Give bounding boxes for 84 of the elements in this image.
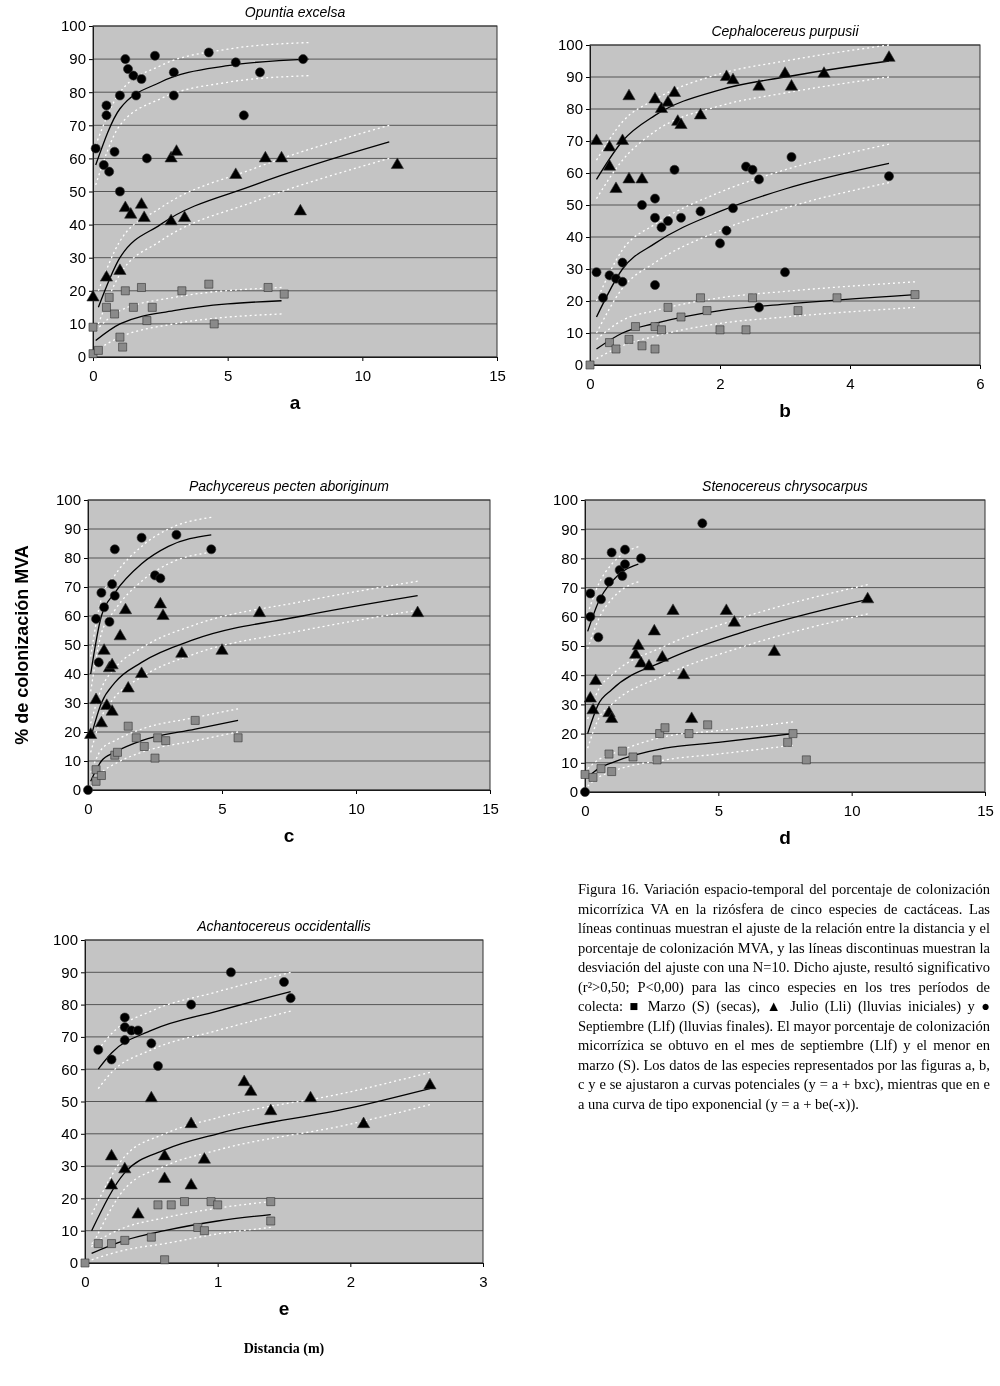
x-axis-title: b [779,400,791,421]
x-tick-label: 4 [846,374,855,392]
y-tick-label: 70 [566,132,583,150]
x-tick-label: 10 [354,366,372,384]
x-tick-label: 10 [843,801,861,819]
y-tick-label: 30 [69,249,86,266]
y-tick-label: 90 [561,520,578,538]
y-tick-label: 20 [561,724,578,742]
chart-title: Cephalocereus purpusii [711,23,860,39]
y-tick-label: 40 [61,1125,78,1143]
x-tick-label: 5 [218,799,227,817]
y-tick-label: 100 [60,17,86,35]
y-tick-label: 80 [561,549,578,567]
y-tick-label: 100 [557,36,583,54]
x-tick-label: 6 [976,374,985,392]
y-tick-label: 10 [61,1222,78,1239]
x-axis-title: d [779,827,791,848]
y-tick-label: 80 [566,100,583,118]
x-tick-label: 15 [977,801,994,819]
y-tick-label: 90 [61,963,78,981]
x-tick-label: 0 [586,374,595,392]
y-tick-label: 20 [69,282,86,300]
y-tick-label: 90 [64,520,81,538]
y-tick-label: 70 [64,578,81,596]
y-tick-label: 20 [64,723,81,741]
x-tick-label: 2 [716,374,725,392]
x-tick-label: 15 [489,366,506,384]
y-tick-label: 0 [72,781,81,799]
y-tick-label: 30 [61,1157,78,1175]
y-tick-label: 50 [561,637,578,655]
y-tick-label: 30 [561,695,578,713]
y-tick-label: 20 [61,1189,78,1207]
x-tick-label: 0 [89,366,98,384]
x-tick-label: 1 [213,1272,223,1290]
y-tick-label: 80 [64,549,81,567]
y-tick-label: 10 [64,752,81,770]
y-tick-label: 10 [561,754,578,772]
y-tick-label: 50 [566,196,583,214]
y-tick-label: 10 [566,324,583,342]
y-tick-label: 90 [69,50,86,68]
y-tick-label: 30 [64,694,81,712]
y-tick-label: 60 [561,608,578,626]
y-tick-label: 80 [69,83,86,101]
y-tick-label: 70 [61,1028,78,1046]
y-tick-label: 100 [52,931,78,949]
y-tick-label: 70 [69,116,86,134]
x-tick-label: 10 [348,799,365,817]
y-tick-label: 40 [64,665,81,683]
x-tick-label: 3 [479,1272,488,1290]
y-tick-label: 100 [552,491,578,509]
chart-title: Opuntia excelsa [244,4,346,20]
y-tick-label: 90 [566,68,583,86]
y-tick-label: 50 [64,636,81,654]
y-tick-label: 40 [69,215,86,233]
x-tick-label: 5 [714,801,724,819]
y-axis-title: % de colonización MVA [12,545,32,745]
y-tick-label: 20 [566,292,583,310]
text: Distancia (m) [243,1341,325,1357]
y-tick-label: 0 [77,348,86,366]
chart-title: Stenocereus chrysocarpus [702,478,868,494]
text: Figura 16. Variación espacio-temporal del porcentaje de colonización micorrízica VA en la rizósfera de cinco especies de cactáceas. Las líneas continuas muestran el ajuste de la relación entre la distancia y el porcentaje de colonización MVA, y las líneas discontinuas muestran la desviación del ajuste con una N=10. Dicho ajuste, resultó significativo (r²>0,50; P<0,00) para las cinco especies en los tres períodos de colecta: ■ Marzo (S) (secas), ▲ Julio (Lli) (lluvias iniciales) y ● Septiembre (Llf) (lluvias finales). El mayor porcentaje de colonización micorrízica se obtuvo en el mes de septiembre (Llf) y el menor en marzo (S). Los datos de las especies representados por las figuras a, b, c y e se ajustaron a curvas potenciales (y = a + bxc), mientras que en e a una curva de tipo exponencial (y = a + be(-x)). [578,881,990,1112]
y-tick-label: 60 [64,607,81,625]
x-tick-label: 15 [482,799,499,817]
x-tick-label: 5 [223,366,233,384]
y-tick-label: 60 [61,1060,78,1078]
chart-title: Pachycereus pecten aboriginum [188,478,390,494]
chart-title: Achantocereus occidentallis [196,918,371,934]
y-tick-label: 10 [69,315,86,333]
y-tick-label: 50 [61,1092,78,1110]
y-tick-label: 80 [61,995,78,1013]
y-tick-label: 30 [566,260,583,278]
x-axis-title: e [278,1298,290,1319]
y-tick-label: 40 [561,666,578,684]
x-tick-label: 2 [346,1272,356,1290]
x-axis-title: c [283,825,295,846]
y-tick-label: 50 [69,182,86,200]
y-tick-label: 60 [566,164,583,182]
y-tick-label: 40 [566,228,583,246]
x-axis-title: a [289,392,301,413]
y-tick-label: 0 [569,783,578,801]
y-tick-label: 100 [55,491,81,509]
y-tick-label: 0 [69,1254,78,1272]
y-tick-label: 70 [561,578,578,596]
y-tick-label: 60 [69,149,86,167]
